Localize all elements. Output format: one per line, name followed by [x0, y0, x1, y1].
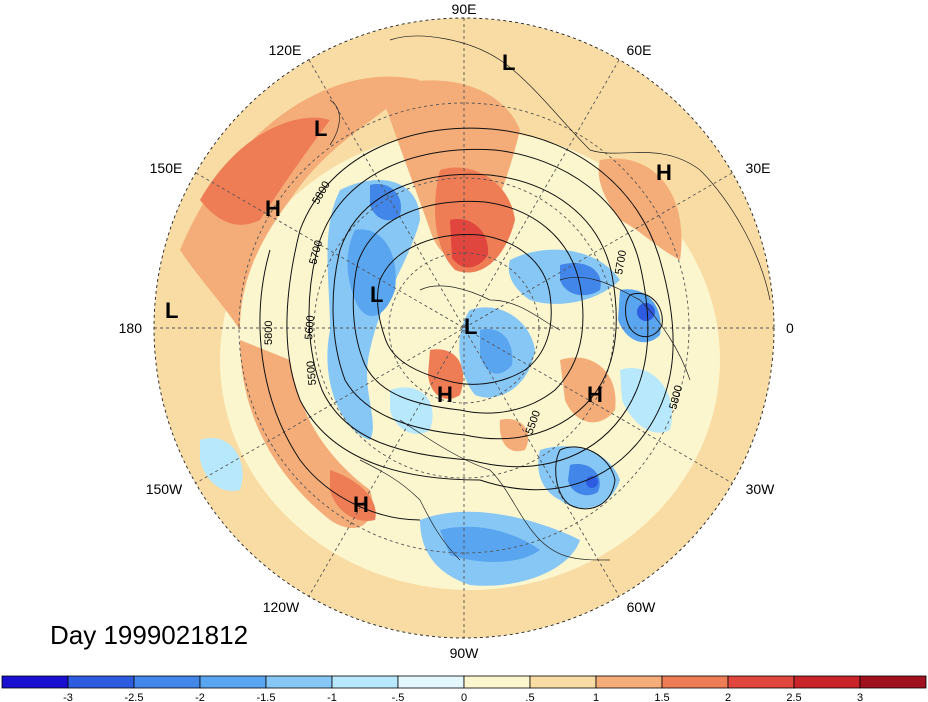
contour-label: 5600 — [303, 315, 317, 340]
pressure-center-label: L — [464, 314, 477, 339]
colorbar-boxes — [1, 675, 927, 689]
pressure-center-label: H — [587, 382, 603, 407]
pressure-center-label: H — [353, 492, 369, 517]
colorbar-tick-label: -.5 — [392, 692, 405, 702]
colorbar-box — [463, 675, 531, 689]
lon-label-60e: 60E — [627, 42, 652, 58]
contour-label: 5800 — [263, 321, 275, 345]
lon-label-0: 0 — [786, 320, 794, 336]
pressure-center-label: H — [656, 160, 672, 185]
lon-label-90w: 90W — [450, 645, 480, 661]
colorbar-box — [727, 675, 795, 689]
colorbar-box — [133, 675, 201, 689]
height-contours — [259, 127, 674, 521]
lon-label-30w: 30W — [746, 481, 776, 497]
colorbar-tick-label: 1 — [593, 692, 599, 702]
colorbar-box — [397, 675, 465, 689]
lon-label-150e: 150E — [150, 160, 183, 176]
lon-label-30e: 30E — [746, 160, 771, 176]
colorbar-tick-label: 1.5 — [654, 692, 669, 702]
colorbar-box — [1, 675, 69, 689]
pressure-center-label: H — [265, 196, 281, 221]
colorbar-box — [199, 675, 267, 689]
contour-label: 5500 — [305, 360, 319, 385]
colorbar-box — [595, 675, 663, 689]
colorbar-box — [331, 675, 399, 689]
coastlines — [329, 35, 771, 561]
colorbar-box — [529, 675, 597, 689]
pressure-centers: L L H H L L L H H H — [165, 50, 672, 517]
colorbar-tick-label: -1.5 — [257, 692, 276, 702]
colorbar: -3 -2.5 -2 -1.5 -1 -.5 0 .5 1 1.5 2 2.5 3 — [1, 675, 927, 702]
pressure-center-label: H — [437, 382, 453, 407]
colorbar-tick-label: 0 — [461, 692, 467, 702]
pressure-center-label: L — [502, 50, 515, 75]
pressure-center-label: L — [165, 298, 178, 323]
lon-label-90e: 90E — [452, 1, 477, 17]
lon-label-180: 180 — [119, 320, 143, 336]
longitude-labels: 90E 60E 30E 0 30W 60W 90W 120W 150W 180 … — [119, 1, 794, 661]
colorbar-tick-label: -2 — [195, 692, 205, 702]
colorbar-tick-label: -1 — [327, 692, 337, 702]
anomaly-shading — [154, 18, 774, 638]
colorbar-box — [859, 675, 927, 689]
colorbar-tick-label: -3 — [63, 692, 73, 702]
colorbar-ticks: -3 -2.5 -2 -1.5 -1 -.5 0 .5 1 1.5 2 2.5 3 — [63, 692, 863, 702]
lon-label-120e: 120E — [269, 42, 302, 58]
colorbar-box — [265, 675, 333, 689]
lon-label-120w: 120W — [263, 599, 300, 615]
pressure-center-label: L — [370, 282, 383, 307]
colorbar-box — [67, 675, 135, 689]
day-label: Day 1999021812 — [50, 620, 249, 650]
pressure-center-label: L — [314, 116, 327, 141]
colorbar-tick-label: .5 — [525, 692, 534, 702]
colorbar-tick-label: 2 — [725, 692, 731, 702]
colorbar-tick-label: -2.5 — [125, 692, 144, 702]
contour-label: 5700 — [613, 249, 629, 275]
colorbar-box — [793, 675, 861, 689]
colorbar-box — [661, 675, 729, 689]
lon-label-60w: 60W — [627, 599, 657, 615]
colorbar-tick-label: 2.5 — [786, 692, 801, 702]
lon-label-150w: 150W — [146, 481, 183, 497]
colorbar-tick-label: 3 — [857, 692, 863, 702]
map-border — [153, 17, 775, 639]
